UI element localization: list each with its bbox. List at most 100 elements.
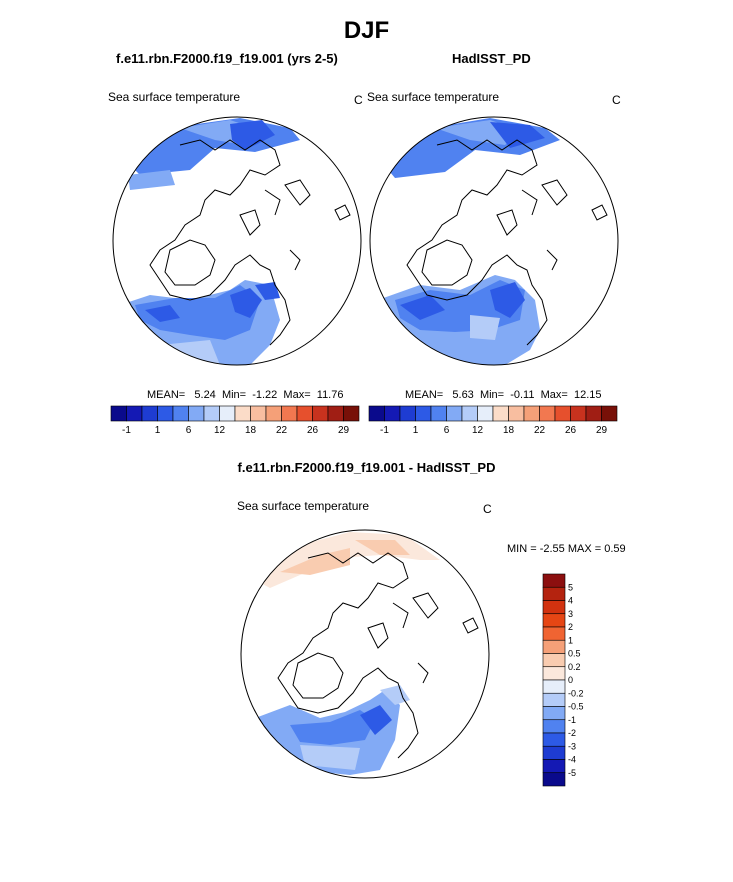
colorbar-2-tick-label: 1	[413, 425, 419, 436]
panel-1-units-label: C	[354, 93, 363, 107]
panel-2-sst-field	[378, 118, 560, 365]
colorbar-3-swatch	[542, 679, 566, 694]
colorbar-3-tick-label: -5	[568, 768, 576, 778]
colorbar-2-tick-label: -1	[380, 425, 389, 436]
colorbar-3-tick-label: 1	[568, 635, 573, 645]
colorbar-2-tick-label: 12	[472, 425, 484, 436]
diff-panel-header: f.e11.rbn.F2000.f19_f19.001 - HadISST_PD	[237, 460, 496, 475]
colorbar-3-swatch	[542, 639, 566, 654]
colorbar-3-tick-label: -1	[568, 715, 576, 725]
colorbar-2-swatch	[570, 405, 587, 422]
colorbar-1-swatch	[312, 405, 329, 422]
colorbar-3-tick-label: 0	[568, 675, 573, 685]
colorbar-3-tick-label: 2	[568, 622, 573, 632]
figure-title: DJF	[343, 17, 390, 44]
colorbar-2-tick-label: 18	[503, 425, 515, 436]
colorbar-3-swatch	[542, 706, 566, 721]
colorbar-2-swatch	[368, 405, 385, 422]
colorbar-3-tick-label: -0.5	[568, 702, 584, 712]
panel-3-coastlines	[277, 552, 479, 759]
colorbar-3-swatch	[542, 573, 566, 588]
colorbar-1-tick-label: 12	[214, 425, 226, 436]
colorbar-1-swatch	[234, 405, 251, 422]
colorbar-2-swatch	[430, 405, 447, 422]
colorbar-1-swatch	[250, 405, 267, 422]
colorbar-1-swatch	[203, 405, 220, 422]
panel-2-coastlines	[406, 139, 608, 346]
panel-1-header: f.e11.rbn.F2000.f19_f19.001 (yrs 2-5)	[116, 51, 338, 66]
diff-panel-units-label: C	[483, 502, 492, 516]
colorbar-3-swatch	[542, 653, 566, 668]
colorbar-1-swatch	[281, 405, 298, 422]
colorbar-1-tick-label: 29	[338, 425, 350, 436]
panel-2-mean-value: 5.63	[452, 389, 474, 401]
colorbar-3-swatch	[542, 745, 566, 760]
panel-2-stats: MEAN= 5.63 Min= -0.11 Max= 12.15	[405, 389, 601, 401]
colorbar-3-tick-label: -2	[568, 728, 576, 738]
colorbar-3-swatch	[542, 732, 566, 747]
colorbar-2-swatch	[539, 405, 556, 422]
panel-1-stats: MEAN= 5.24 Min= -1.22 Max= 11.76	[147, 389, 343, 401]
colorbar-3-swatch	[542, 772, 566, 787]
colorbar-2-swatch	[399, 405, 416, 422]
panel-1-max-label: Max=	[283, 389, 311, 401]
colorbar-1-swatch	[343, 405, 360, 422]
colorbar-2-swatch	[601, 405, 618, 422]
colorbar-3-tick-label: -3	[568, 741, 576, 751]
colorbar-2-swatch	[492, 405, 509, 422]
colorbar-2-tick-label: 6	[444, 425, 450, 436]
colorbar-1-tick-label: 18	[245, 425, 257, 436]
colorbar-1-swatch	[188, 405, 205, 422]
colorbar-1-swatch	[219, 405, 236, 422]
colorbar-1-swatch	[126, 405, 143, 422]
colorbar-2-swatch	[461, 405, 478, 422]
colorbar-2-swatch	[446, 405, 463, 422]
panel-1-sst-field	[120, 118, 300, 365]
panel-3-diff-field	[250, 532, 440, 775]
colorbar-3-swatch	[542, 586, 566, 601]
panel-2-max-label: Max=	[540, 389, 568, 401]
colorbar-1-tick-label: 26	[307, 425, 319, 436]
colorbar-3-swatch	[542, 719, 566, 734]
colorbar-3-tick-label: -4	[568, 755, 576, 765]
colorbar-3-swatch	[542, 613, 566, 628]
colorbar-2-swatch	[384, 405, 401, 422]
colorbar-1-swatch	[265, 405, 282, 422]
colorbar-3-tick-label: 0.2	[568, 662, 581, 672]
colorbar-1-tick-label: 6	[186, 425, 192, 436]
colorbar-2-swatch	[585, 405, 602, 422]
colorbar-3-tick-label: 5	[568, 582, 573, 592]
colorbar-3-tick-label: 4	[568, 596, 573, 606]
colorbar-1-swatch	[296, 405, 313, 422]
panel-1-mean-value: 5.24	[194, 389, 216, 401]
colorbar-1-swatch	[110, 405, 127, 422]
panel-1-min-value: -1.22	[252, 389, 278, 401]
colorbar-2-tick-label: 22	[534, 425, 546, 436]
colorbar-2-swatch	[477, 405, 494, 422]
colorbar-2-swatch	[508, 405, 525, 422]
colorbar-2-swatch	[523, 405, 540, 422]
panel-2-units-label: C	[612, 93, 621, 107]
panel-2-max-value: 12.15	[573, 389, 602, 401]
panel-1-min-label: Min=	[221, 389, 247, 401]
colorbar-2-tick-label: 26	[565, 425, 577, 436]
panel-1-max-value: 11.76	[316, 389, 344, 401]
panel-2-mean-label: MEAN=	[405, 389, 444, 401]
colorbar-3-swatch	[542, 600, 566, 615]
diff-panel-variable-label: Sea surface temperature	[237, 499, 370, 513]
colorbar-3-tick-label: -0.2	[568, 688, 584, 698]
panel-2-min-label: Min=	[479, 389, 505, 401]
colorbar-panel-2: -1 1 6 12 18 22 26 29	[368, 405, 618, 436]
colorbar-3-swatch	[542, 692, 566, 707]
colorbar-1-swatch	[141, 405, 158, 422]
colorbar-1-tick-label: 1	[155, 425, 161, 436]
panel-2-min-value: -0.11	[510, 389, 535, 401]
colorbar-2-tick-label: 29	[596, 425, 608, 436]
colorbar-1-swatch	[327, 405, 344, 422]
panel-1-mean-label: MEAN=	[147, 389, 186, 401]
colorbar-1-tick-label: 22	[276, 425, 288, 436]
colorbar-3-tick-label: 0.5	[568, 649, 581, 659]
panel-1-coastlines	[149, 139, 351, 346]
colorbar-3-swatch	[542, 759, 566, 774]
colorbar-panel-1: -1 1 6 12 18 22 26 29	[110, 405, 360, 436]
